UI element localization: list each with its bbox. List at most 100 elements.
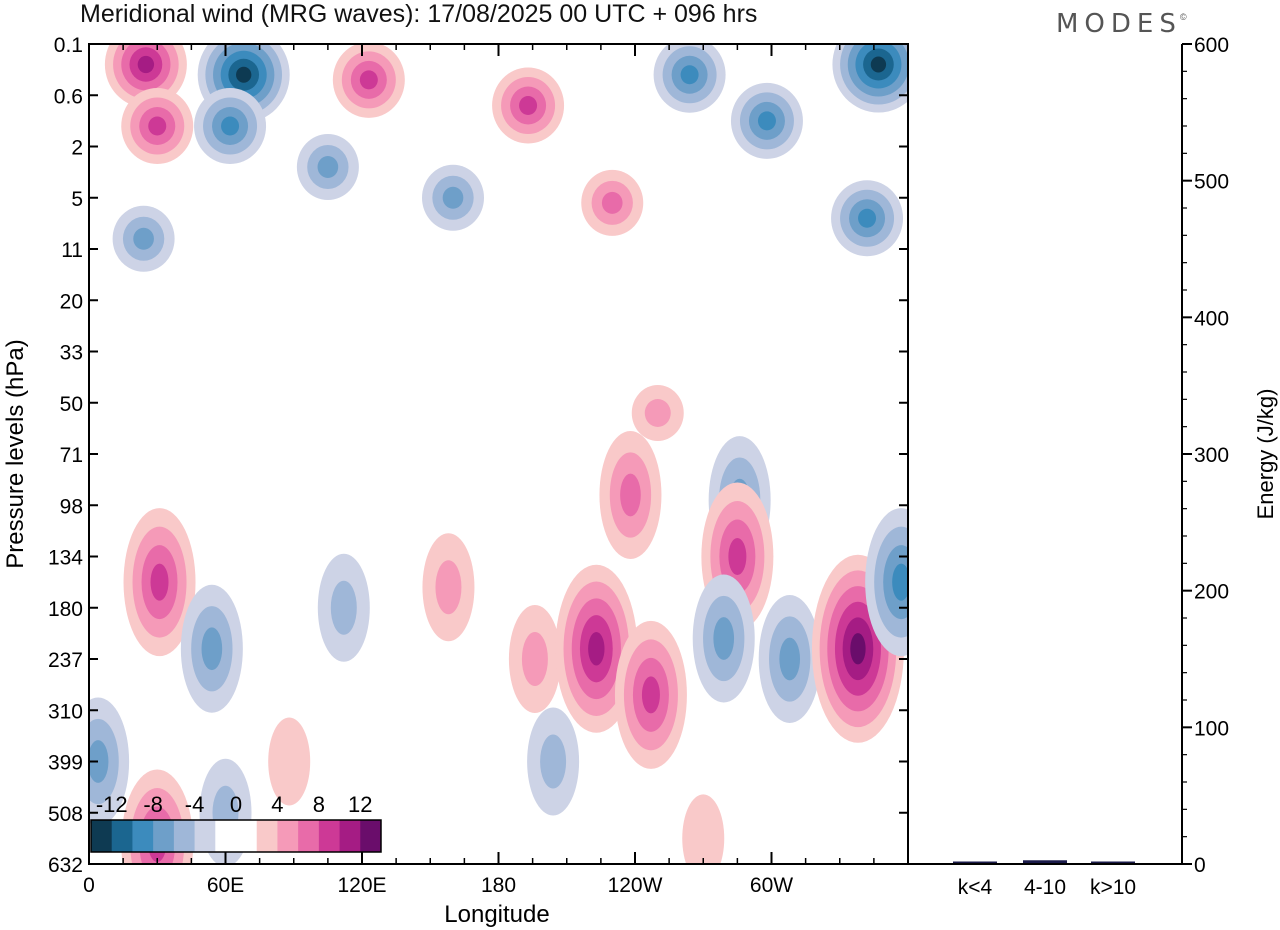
wind-contour-band [644, 399, 671, 427]
wind-anomaly-cell [730, 82, 803, 159]
y-tick-label: 237 [48, 649, 83, 672]
wind-contour-band [317, 156, 339, 178]
y-axis-label: Pressure levels (hPa) [2, 339, 29, 568]
wind-contour-band [150, 563, 169, 601]
y-tick-label: 0.6 [54, 85, 83, 108]
colorbar-swatch [236, 820, 258, 852]
wind-contour-band [148, 116, 167, 136]
energy-y-axis: 0 100 200 300 400 500 600 [1182, 34, 1229, 877]
wind-anomaly-cell [268, 717, 311, 806]
heatmap-background [89, 44, 908, 864]
colorbar-tick-label: 0 [230, 792, 242, 817]
wind-contour-band [779, 637, 801, 681]
colorbar: -12 -8 -4 0 4 8 12 [90, 792, 382, 853]
y-tick-label: 20 [60, 290, 83, 313]
wind-contour-band [892, 563, 908, 601]
y-tick-label: 98 [60, 495, 83, 518]
wind-anomaly-cell [422, 164, 484, 231]
wind-anomaly-cell [692, 574, 755, 703]
energy-bars [953, 860, 1135, 863]
energy-axis-label: Energy (J/kg) [1253, 389, 1278, 520]
wind-anomaly-cell [180, 584, 243, 713]
chart-title: Meridional wind (MRG waves): 17/08/2025 … [80, 0, 757, 28]
wind-anomaly-cell [194, 88, 267, 164]
wind-contour-band [201, 627, 223, 671]
wind-anomaly-cell [832, 44, 908, 113]
wind-contour-band [601, 191, 623, 214]
wind-anomaly-cell [653, 44, 726, 113]
heatmap-y-axis: 0.1 0.6 2 5 11 20 33 50 71 98 134 180 237 310 399 508 63… [48, 34, 908, 877]
brand-mark: © [1180, 12, 1187, 22]
wind-anomaly-cell [123, 508, 196, 657]
wind-anomaly-cell [527, 707, 580, 816]
wind-contour-band [133, 227, 154, 250]
wind-contour-band [519, 96, 538, 115]
wind-contour-band [680, 65, 699, 85]
wind-anomaly-cell [492, 67, 565, 144]
x-tick-label: 60E [207, 874, 244, 897]
y-tick-label: 134 [48, 547, 83, 570]
wind-contour-band [435, 560, 462, 615]
colorbar-swatch [111, 820, 133, 852]
energy-category-label: 4-10 [1024, 876, 1066, 899]
colorbar-tick-label: -12 [96, 792, 128, 817]
wind-anomaly-cell [296, 134, 359, 200]
wind-contour-band [442, 186, 464, 209]
wind-contour-band [641, 676, 660, 714]
heatmap-field [89, 44, 908, 864]
y-tick-label: 71 [60, 444, 83, 467]
wind-contour-band [870, 56, 887, 73]
colorbar-swatch [360, 820, 382, 852]
wind-contour-band [359, 70, 378, 90]
energy-tick-label: 400 [1194, 307, 1229, 330]
wind-anomaly-cell [758, 595, 821, 723]
colorbar-swatch [256, 820, 278, 852]
energy-tick-label: 300 [1194, 444, 1229, 467]
colorbar-swatch [318, 820, 341, 852]
colorbar-tick-label: -4 [185, 792, 205, 817]
wind-contour-band [221, 116, 240, 136]
energy-tick-label: 500 [1194, 171, 1229, 194]
wind-contour-band [236, 66, 252, 83]
heatmap-x-axis: 0 60E 120E 180 120W 60W [83, 44, 875, 897]
energy-tick-label: 100 [1194, 717, 1229, 740]
wind-contour-band [268, 717, 311, 806]
colorbar-swatch [132, 820, 154, 852]
energy-bar [1023, 860, 1067, 863]
wind-contour-band [137, 55, 155, 74]
colorbar-swatch [194, 820, 216, 852]
wind-contour-band [757, 111, 776, 131]
colorbar-tick-label: -8 [143, 792, 163, 817]
wind-contour-band [521, 632, 548, 686]
wind-anomaly-cell [112, 205, 175, 272]
wind-contour-band [850, 633, 866, 665]
colorbar-swatch [339, 820, 361, 852]
wind-contour-band [713, 617, 735, 660]
energy-x-axis: k<4 4-10 k>10 [958, 876, 1136, 899]
x-axis-label: Longitude [444, 901, 549, 928]
energy-tick-label: 0 [1194, 854, 1206, 877]
colorbar-tick-label: 8 [313, 792, 325, 817]
y-tick-label: 5 [71, 188, 83, 211]
wind-anomaly-cell [89, 697, 130, 826]
wind-anomaly-cell [104, 44, 187, 108]
y-tick-label: 310 [48, 700, 83, 723]
colorbar-tick-label: 12 [348, 792, 372, 817]
wind-anomaly-cell [422, 533, 475, 642]
wind-contour-band [540, 734, 567, 789]
energy-bar [953, 861, 997, 863]
x-tick-label: 120E [337, 874, 386, 897]
colorbar-swatch [277, 820, 299, 852]
wind-contour-band [330, 580, 357, 635]
wind-contour-band [588, 631, 605, 666]
y-tick-label: 632 [48, 854, 83, 877]
colorbar-swatch [298, 820, 320, 852]
wind-anomaly-cell [121, 88, 194, 164]
energy-category-label: k<4 [958, 876, 993, 899]
wind-anomaly-cell [332, 44, 405, 118]
colorbar-swatch [173, 820, 196, 852]
y-tick-label: 0.1 [54, 34, 83, 57]
y-tick-label: 399 [48, 752, 83, 775]
energy-bar [1091, 861, 1135, 863]
